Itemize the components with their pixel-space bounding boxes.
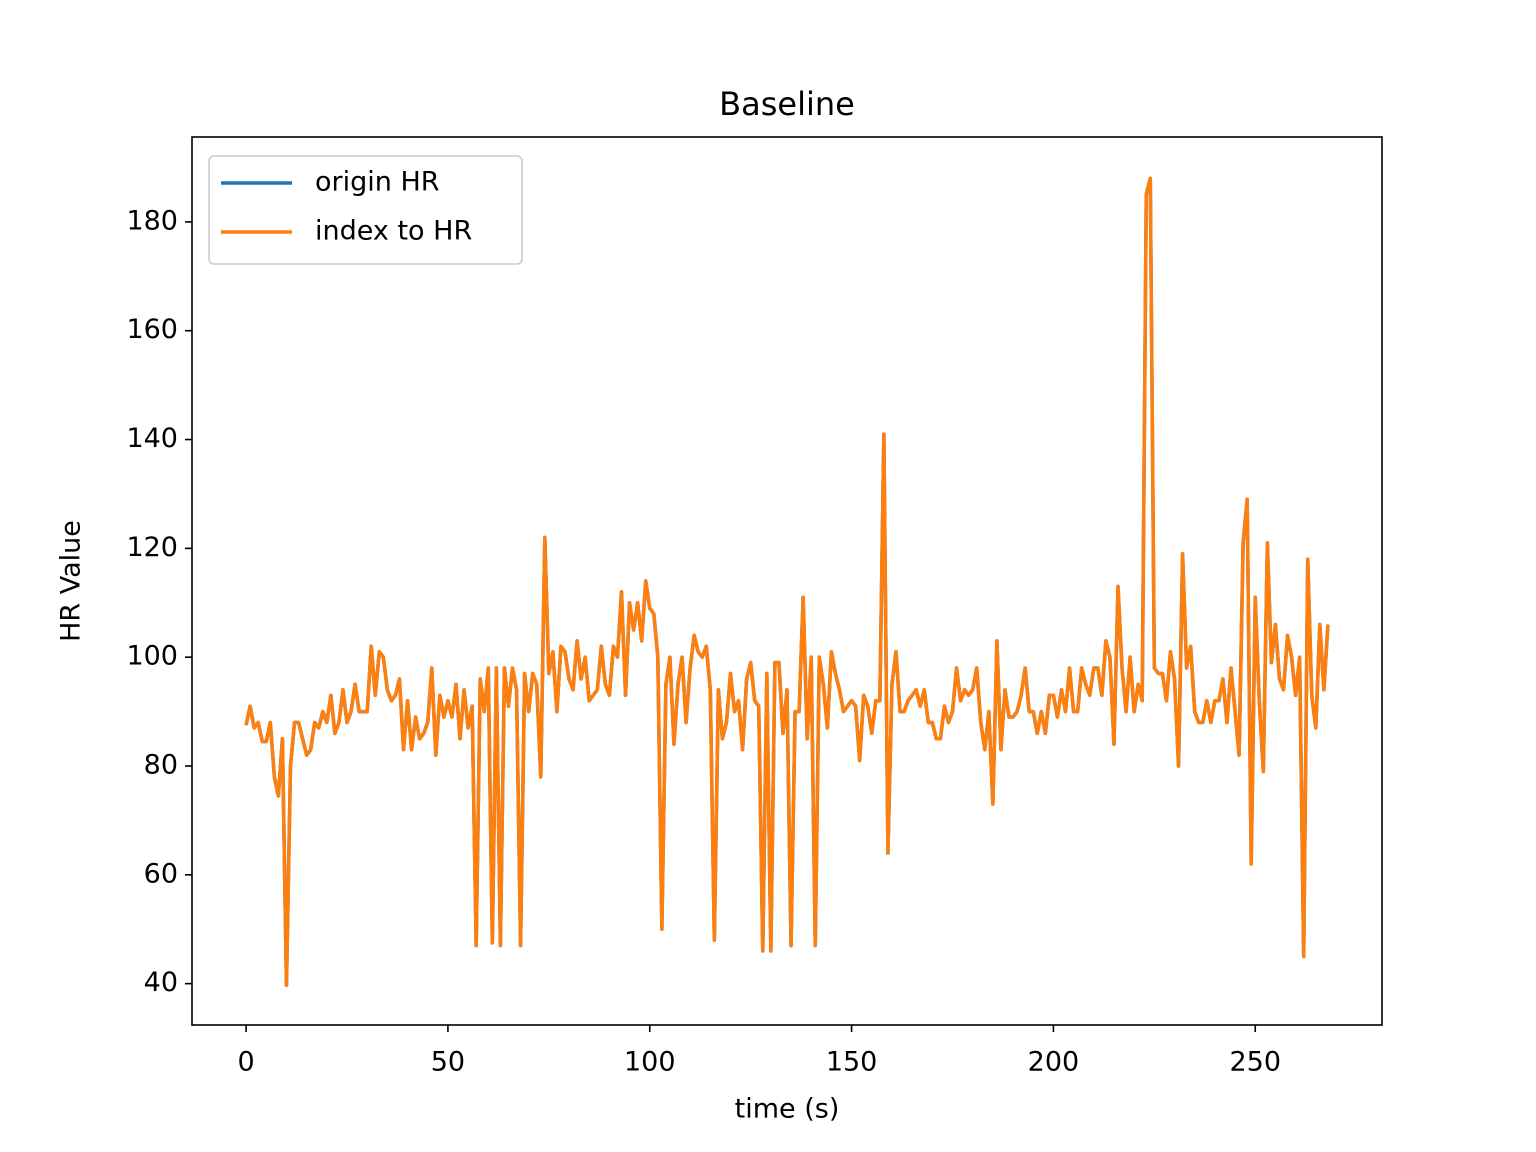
y-tick-label: 120 <box>126 532 178 563</box>
y-tick-label: 100 <box>126 641 178 672</box>
x-tick-label: 250 <box>1229 1047 1281 1078</box>
y-tick-label: 80 <box>144 750 178 781</box>
legend-label: origin HR <box>315 167 440 198</box>
y-axis-label: HR Value <box>56 520 87 642</box>
y-tick-label: 180 <box>126 205 178 236</box>
x-tick-label: 200 <box>1028 1047 1080 1078</box>
y-tick-label: 40 <box>144 967 178 998</box>
chart-title: Baseline <box>719 85 855 123</box>
x-tick-label: 150 <box>826 1047 878 1078</box>
x-tick-label: 0 <box>237 1047 254 1078</box>
y-tick-label: 160 <box>126 314 178 345</box>
y-tick-label: 140 <box>126 423 178 454</box>
x-axis-label: time (s) <box>735 1094 840 1125</box>
series-line <box>244 176 1330 988</box>
plot-frame <box>191 136 1383 1026</box>
y-tick-label: 60 <box>144 858 178 889</box>
x-tick-label: 50 <box>431 1047 465 1078</box>
x-tick-label: 100 <box>624 1047 676 1078</box>
legend-label: index to HR <box>315 216 472 247</box>
